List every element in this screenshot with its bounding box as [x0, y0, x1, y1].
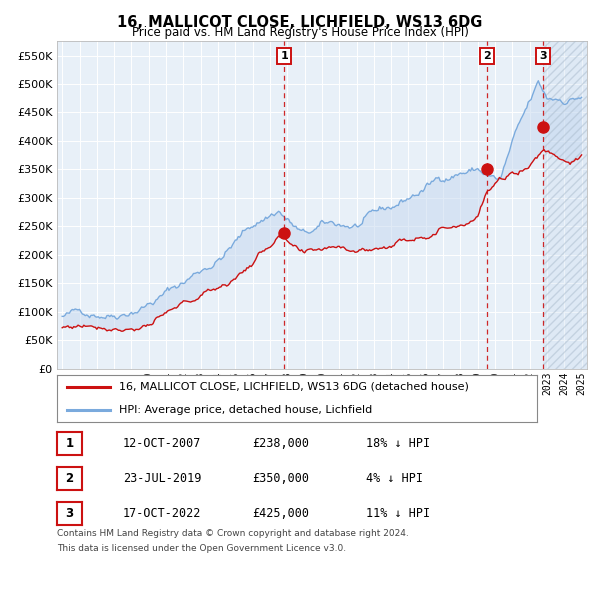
Text: HPI: Average price, detached house, Lichfield: HPI: Average price, detached house, Lich… — [119, 405, 373, 415]
Text: 12-OCT-2007: 12-OCT-2007 — [123, 437, 202, 450]
Text: £425,000: £425,000 — [252, 507, 309, 520]
Text: 11% ↓ HPI: 11% ↓ HPI — [366, 507, 430, 520]
Text: £350,000: £350,000 — [252, 472, 309, 485]
Text: 3: 3 — [539, 51, 547, 61]
Text: 2: 2 — [65, 472, 74, 485]
Text: Price paid vs. HM Land Registry's House Price Index (HPI): Price paid vs. HM Land Registry's House … — [131, 26, 469, 39]
Text: 2: 2 — [484, 51, 491, 61]
Text: 4% ↓ HPI: 4% ↓ HPI — [366, 472, 423, 485]
Text: Contains HM Land Registry data © Crown copyright and database right 2024.: Contains HM Land Registry data © Crown c… — [57, 529, 409, 538]
Text: 23-JUL-2019: 23-JUL-2019 — [123, 472, 202, 485]
Text: 1: 1 — [65, 437, 74, 450]
Text: This data is licensed under the Open Government Licence v3.0.: This data is licensed under the Open Gov… — [57, 544, 346, 553]
Text: 16, MALLICOT CLOSE, LICHFIELD, WS13 6DG: 16, MALLICOT CLOSE, LICHFIELD, WS13 6DG — [118, 15, 482, 30]
Text: 17-OCT-2022: 17-OCT-2022 — [123, 507, 202, 520]
Text: 1: 1 — [280, 51, 288, 61]
Text: £238,000: £238,000 — [252, 437, 309, 450]
Text: 3: 3 — [65, 507, 74, 520]
Text: 18% ↓ HPI: 18% ↓ HPI — [366, 437, 430, 450]
Text: 16, MALLICOT CLOSE, LICHFIELD, WS13 6DG (detached house): 16, MALLICOT CLOSE, LICHFIELD, WS13 6DG … — [119, 382, 469, 392]
